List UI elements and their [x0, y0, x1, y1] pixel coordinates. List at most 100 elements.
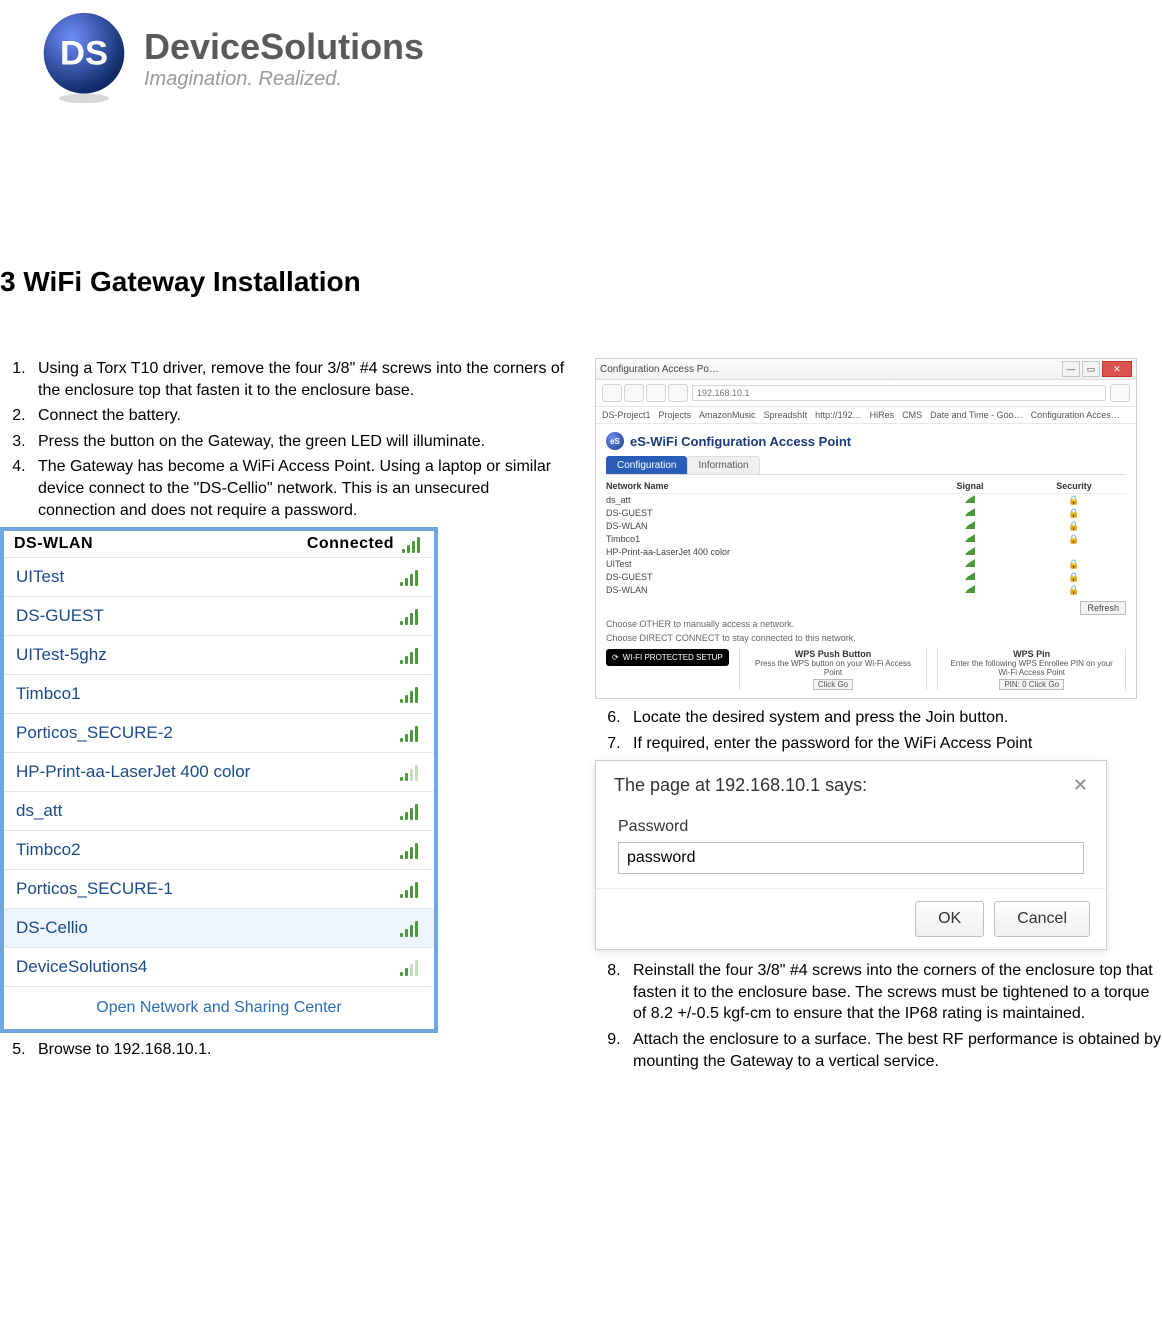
password-label: Password [618, 818, 1084, 836]
network-row[interactable]: HP-Print-aa-LaserJet 400 color [606, 546, 1126, 558]
reload-icon[interactable] [646, 384, 666, 402]
bookmark-item[interactable]: http://192… [815, 410, 862, 420]
step-8: Reinstall the four 3/8" #4 screws into t… [625, 960, 1162, 1025]
step-6: Locate the desired system and press the … [625, 707, 1162, 729]
wifi-connected-label: Connected [307, 535, 394, 553]
signal-icon [400, 646, 422, 664]
wifi-row[interactable]: HP-Print-aa-LaserJet 400 color [4, 753, 434, 792]
tab-configuration[interactable]: Configuration [606, 456, 687, 474]
maximize-icon[interactable]: ▭ [1082, 361, 1100, 377]
wifi-connected-row[interactable]: DS-WLAN Connected [4, 531, 434, 558]
forward-icon[interactable] [624, 384, 644, 402]
wifi-row[interactable]: Timbco2 [4, 831, 434, 870]
dialog-close-icon[interactable]: ✕ [1073, 775, 1088, 796]
lock-icon: 🔒 [1022, 534, 1126, 545]
step-2: Connect the battery. [30, 405, 567, 427]
signal-icon [918, 585, 1022, 596]
signal-icon [918, 547, 1022, 557]
note-other: Choose OTHER to manually access a networ… [606, 619, 1126, 629]
bookmark-item[interactable]: DS-Project1 [602, 410, 651, 420]
wifi-row[interactable]: Porticos_SECURE-1 [4, 870, 434, 909]
wifi-ssid: Porticos_SECURE-1 [16, 879, 173, 899]
minimize-icon[interactable]: — [1062, 361, 1080, 377]
signal-icon [400, 880, 422, 898]
password-dialog: The page at 192.168.10.1 says: ✕ Passwor… [595, 760, 1107, 950]
bookmark-item[interactable]: Projects [659, 410, 692, 420]
wifi-ssid: ds_att [16, 801, 62, 821]
config-window: Configuration Access Po… — ▭ ✕ 192.168.1 [595, 358, 1137, 699]
ok-button[interactable]: OK [915, 901, 984, 937]
network-row[interactable]: DS-WLAN 🔒 [606, 584, 1126, 597]
wifi-ssid: DS-Cellio [16, 918, 88, 938]
lock-icon: 🔒 [1022, 521, 1126, 532]
network-row[interactable]: Timbco1 🔒 [606, 533, 1126, 546]
bookmark-item[interactable]: AmazonMusic [699, 410, 756, 420]
signal-icon [400, 724, 422, 742]
wifi-row[interactable]: DeviceSolutions4 [4, 948, 434, 987]
wps-push-go[interactable]: Click Go [813, 679, 853, 690]
step-5: Browse to 192.168.10.1. [30, 1039, 567, 1061]
network-name: DS-WLAN [606, 585, 918, 596]
wps-push-box: WPS Push Button Press the WPS button on … [739, 649, 928, 690]
password-input[interactable] [618, 842, 1084, 874]
wifi-ssid: HP-Print-aa-LaserJet 400 color [16, 762, 250, 782]
col-network-name: Network Name [606, 481, 918, 491]
right-column: Configuration Access Po… — ▭ ✕ 192.168.1 [595, 358, 1162, 1076]
wps-setup-badge: ⟳ WI-FI PROTECTED SETUP [606, 649, 729, 666]
wifi-ssid: Timbco2 [16, 840, 81, 860]
tab-information[interactable]: Information [687, 456, 759, 474]
signal-icon [400, 841, 422, 859]
step-7: If required, enter the password for the … [625, 733, 1162, 755]
network-row[interactable]: DS-GUEST 🔒 [606, 507, 1126, 520]
lock-icon: 🔒 [1022, 559, 1126, 570]
lock-icon: 🔒 [1022, 585, 1126, 596]
bookmark-item[interactable]: HiRes [870, 410, 895, 420]
address-bar[interactable]: 192.168.10.1 [692, 385, 1106, 401]
lock-icon [1022, 547, 1126, 557]
logo: DS DeviceSolutions Imagination. Realized… [0, 0, 1162, 106]
wifi-row[interactable]: Timbco1 [4, 675, 434, 714]
wps-pin-go[interactable]: PIN: 0 Click Go [999, 679, 1064, 690]
close-icon[interactable]: ✕ [1102, 361, 1132, 377]
network-name: Timbco1 [606, 534, 918, 545]
bookmark-item[interactable]: Configuration Acces… [1031, 410, 1120, 420]
signal-icon [400, 919, 422, 937]
bookmark-item[interactable]: Date and Time - Goo… [930, 410, 1023, 420]
wifi-row[interactable]: UITest-5ghz [4, 636, 434, 675]
wifi-row[interactable]: UITest [4, 558, 434, 597]
network-name: DS-WLAN [606, 521, 918, 532]
network-row[interactable]: ds_att🔒 [606, 494, 1126, 507]
network-name: DS-GUEST [606, 508, 918, 519]
window-tab-title: Configuration Access Po… [600, 364, 719, 375]
config-heading: eS-WiFi Configuration Access Point [630, 434, 851, 449]
home-icon[interactable] [668, 384, 688, 402]
cancel-button[interactable]: Cancel [994, 901, 1090, 937]
bookmark-item[interactable]: SpreadshIt [764, 410, 808, 420]
network-name: UITest [606, 559, 918, 570]
back-icon[interactable] [602, 384, 622, 402]
signal-icon [918, 534, 1022, 545]
wifi-ssid: Timbco1 [16, 684, 81, 704]
wifi-row[interactable]: DS-Cellio [4, 909, 434, 948]
left-column: Using a Torx T10 driver, remove the four… [0, 358, 567, 1076]
lock-icon: 🔒 [1022, 508, 1126, 519]
network-row[interactable]: DS-GUEST🔒 [606, 571, 1126, 584]
signal-icon [400, 763, 422, 781]
wifi-ssid: Porticos_SECURE-2 [16, 723, 173, 743]
network-name: ds_att [606, 495, 918, 506]
menu-icon[interactable] [1110, 384, 1130, 402]
bookmark-item[interactable]: CMS [902, 410, 922, 420]
step-9: Attach the enclosure to a surface. The b… [625, 1029, 1162, 1072]
network-name: HP-Print-aa-LaserJet 400 color [606, 547, 918, 557]
svg-text:DS: DS [60, 35, 108, 73]
step-4: The Gateway has become a WiFi Access Poi… [30, 456, 567, 521]
wifi-footer-link[interactable]: Open Network and Sharing Center [4, 987, 434, 1029]
network-row[interactable]: DS-WLAN 🔒 [606, 520, 1126, 533]
wifi-row[interactable]: Porticos_SECURE-2 [4, 714, 434, 753]
wifi-row[interactable]: ds_att [4, 792, 434, 831]
refresh-button[interactable]: Refresh [1080, 601, 1126, 615]
network-row[interactable]: UITest 🔒 [606, 558, 1126, 571]
col-signal: Signal [918, 481, 1022, 491]
wifi-row[interactable]: DS-GUEST [4, 597, 434, 636]
step-1: Using a Torx T10 driver, remove the four… [30, 358, 567, 401]
